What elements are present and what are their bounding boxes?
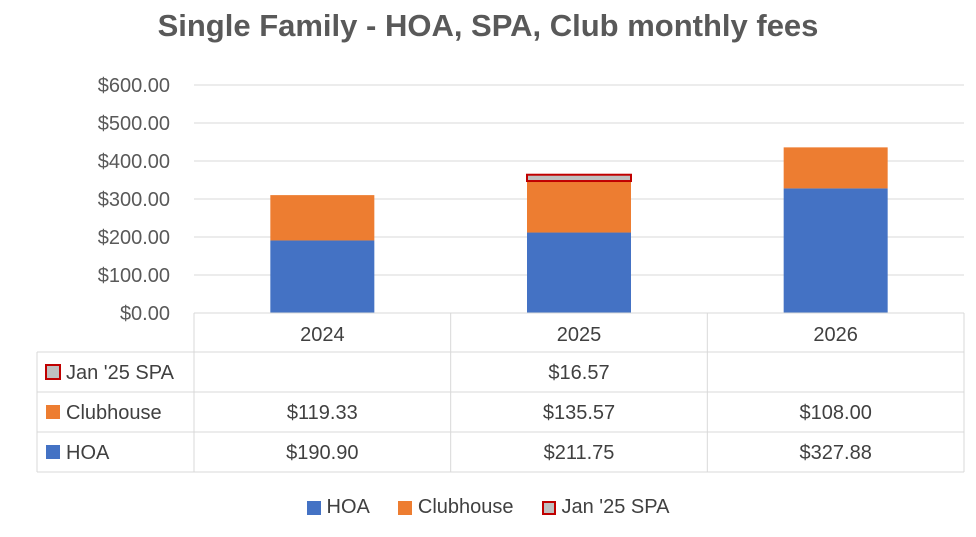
table-cell-clubhouse-2026: $108.00 — [800, 402, 872, 424]
legend-label-hoa: HOA — [326, 496, 370, 518]
chart-legend: HOA Clubhouse Jan '25 SPA — [0, 496, 976, 519]
legend-label-jan25-spa: Jan '25 SPA — [561, 496, 670, 518]
table-swatch-hoa — [45, 364, 61, 380]
y-tick-label: $600.00 — [98, 75, 170, 97]
bar-jan25-spa-2025 — [526, 173, 632, 183]
table-swatch-clubhouse — [46, 405, 60, 419]
bar-clubhouse-2025 — [527, 181, 631, 233]
legend-item-jan25-spa: Jan '25 SPA — [541, 496, 670, 519]
table-row-label-jan25-spa: HOA — [66, 442, 110, 464]
legend-swatch-clubhouse — [397, 500, 412, 515]
legend-swatch-jan25-spa — [541, 500, 556, 515]
y-tick-label: $400.00 — [98, 151, 170, 173]
x-category-label: 2026 — [813, 324, 858, 346]
bar-hoa-2025 — [527, 232, 631, 313]
table-cell-clubhouse-2024: $119.33 — [287, 402, 358, 424]
bar-hoa-2024 — [270, 240, 375, 313]
y-tick-label: $100.00 — [98, 265, 170, 287]
legend-swatch-hoa — [306, 500, 321, 515]
table-cell-hoa-2025: $16.57 — [548, 362, 609, 384]
x-category-label: 2024 — [300, 324, 345, 346]
y-tick-label: $300.00 — [98, 189, 170, 211]
table-cell-jan25-spa-2025: $211.75 — [544, 442, 615, 464]
table-row-label-clubhouse: Clubhouse — [66, 402, 162, 424]
table-cell-jan25-spa-2026: $327.88 — [800, 442, 872, 464]
chart-title: Single Family - HOA, SPA, Club monthly f… — [157, 8, 819, 43]
y-tick-label: $500.00 — [98, 113, 170, 135]
x-category-label: 2025 — [557, 324, 602, 346]
legend-item-clubhouse: Clubhouse — [397, 496, 514, 519]
bar-clubhouse-2026 — [783, 147, 888, 189]
legend-item-hoa: HOA — [306, 496, 370, 519]
table-cell-jan25-spa-2024: $190.90 — [286, 442, 358, 464]
table-row-label-hoa: Jan '25 SPA — [66, 362, 175, 384]
table-swatch-jan25-spa — [46, 445, 60, 459]
y-tick-label: $200.00 — [98, 227, 170, 249]
legend-label-clubhouse: Clubhouse — [417, 496, 514, 518]
bar-hoa-2026 — [783, 188, 888, 313]
table-cell-clubhouse-2025: $135.57 — [543, 402, 615, 424]
bar-clubhouse-2024 — [270, 195, 375, 241]
y-tick-label: $0.00 — [120, 303, 170, 325]
